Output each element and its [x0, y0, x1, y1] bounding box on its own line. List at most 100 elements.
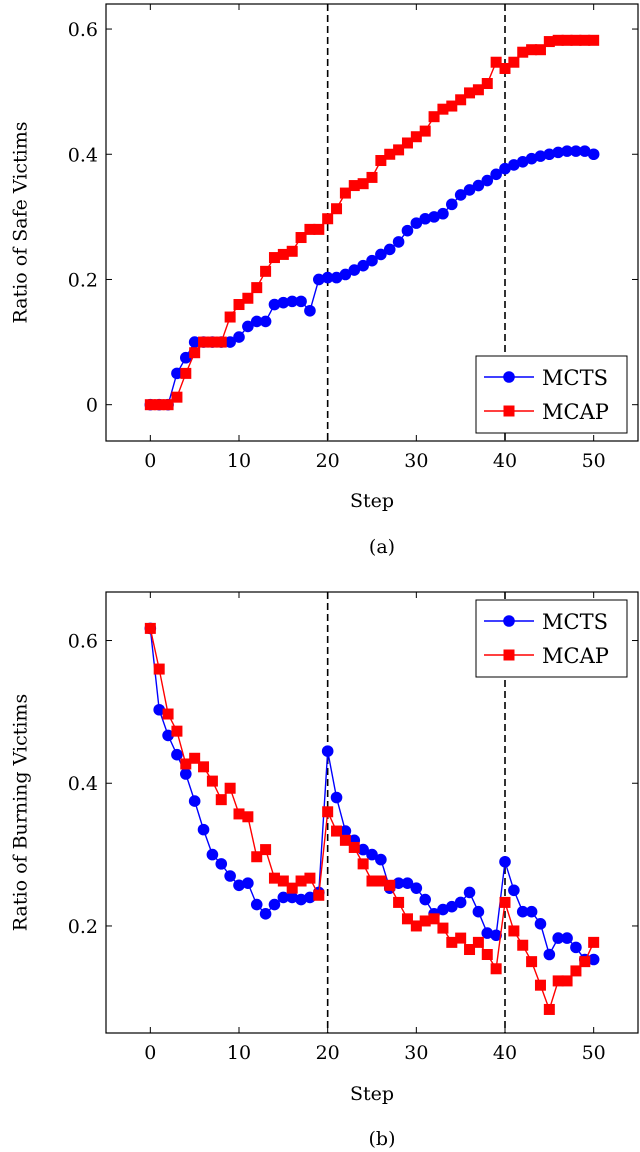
legend-label-mcts: MCTS — [542, 610, 608, 634]
data-point-mcap — [526, 956, 538, 968]
data-point-mcap — [189, 347, 201, 359]
data-point-mcap — [277, 875, 289, 887]
data-point-mcap — [153, 663, 165, 675]
data-point-mcts — [304, 891, 316, 904]
tick-group-a: 0 10 20 30 40 50 0 0.2 0.4 0.6 — [68, 4, 638, 472]
data-point-mcts — [171, 748, 183, 761]
y-tick-label: 0.2 — [68, 916, 98, 938]
axes-frame-b — [105, 591, 639, 1034]
data-point-mcts — [180, 768, 192, 780]
data-point-mcts — [454, 896, 467, 909]
data-point-mcts — [410, 882, 423, 894]
y-tick-label: 0.6 — [68, 631, 98, 653]
data-point-mcts — [508, 884, 520, 897]
data-point-mcts — [259, 908, 272, 920]
data-point-mcap — [570, 34, 582, 46]
data-point-mcap — [304, 872, 316, 884]
data-point-mcts — [579, 145, 591, 157]
data-point-mcts — [472, 179, 485, 192]
data-point-mcap — [162, 399, 174, 411]
data-point-mcts — [339, 825, 352, 837]
tick-group-b: 0 10 20 30 40 50 0.2 0.4 0.6 — [68, 592, 638, 1064]
data-point-mcts — [570, 941, 582, 954]
data-point-mcap — [224, 311, 236, 323]
plot-content-a — [144, 4, 600, 441]
y-tick-label: 0.2 — [68, 269, 98, 291]
data-point-mcap — [144, 399, 156, 411]
data-point-mcap — [189, 752, 201, 764]
data-point-mcts — [295, 295, 307, 308]
data-point-mcap — [561, 34, 573, 46]
data-point-mcts — [446, 900, 458, 913]
data-point-mcap — [180, 758, 192, 770]
series-markers-mcap — [144, 34, 600, 411]
data-point-mcts — [446, 198, 458, 211]
data-point-mcap — [215, 794, 227, 806]
data-point-mcap — [455, 932, 467, 944]
data-point-mcts — [313, 273, 325, 286]
data-point-mcts — [534, 150, 547, 162]
data-point-mcap — [171, 725, 183, 737]
data-point-mcap — [286, 245, 298, 257]
data-point-mcts — [330, 271, 343, 284]
data-point-mcts — [410, 217, 423, 229]
data-point-mcts — [401, 877, 414, 889]
data-point-mcap — [357, 858, 369, 870]
data-point-mcts — [366, 848, 378, 861]
data-point-mcap — [339, 187, 351, 199]
data-point-mcts — [250, 898, 263, 911]
data-point-mcts — [268, 298, 281, 311]
data-point-mcts — [587, 148, 600, 161]
x-axis-label-b: Step — [350, 1083, 394, 1105]
data-point-mcap — [322, 806, 334, 818]
data-point-mcts — [321, 745, 334, 757]
legend-marker-mcap — [503, 649, 515, 661]
x-tick-label: 20 — [316, 1042, 340, 1064]
data-point-mcts — [570, 145, 582, 157]
data-point-mcts — [481, 927, 494, 939]
data-point-mcts — [215, 858, 228, 870]
data-point-mcap — [233, 808, 245, 820]
data-point-mcap — [588, 936, 600, 948]
data-point-mcap — [260, 265, 272, 277]
data-point-mcts — [357, 259, 369, 272]
data-point-mcap — [499, 62, 511, 74]
data-point-mcap — [472, 936, 484, 948]
data-point-mcts — [534, 918, 547, 930]
data-point-mcap — [251, 282, 263, 294]
data-point-mcts — [525, 905, 538, 918]
data-point-mcts — [242, 320, 254, 333]
data-point-mcts — [561, 932, 573, 944]
x-tick-label: 10 — [227, 1042, 251, 1064]
axes-frame-a — [105, 3, 639, 442]
data-point-mcap — [499, 896, 511, 908]
data-point-mcts — [392, 877, 405, 889]
data-point-mcts — [339, 268, 352, 281]
data-point-mcts — [437, 903, 449, 916]
data-point-mcap — [260, 844, 272, 856]
y-tick-label: 0.6 — [68, 19, 98, 41]
data-point-mcts — [428, 211, 440, 223]
data-point-mcap — [410, 920, 422, 932]
data-point-mcap — [419, 125, 431, 137]
data-point-mcap — [401, 137, 413, 149]
data-point-mcap — [419, 915, 431, 927]
data-point-mcap — [534, 44, 546, 56]
data-point-mcap — [570, 965, 582, 977]
data-point-mcts — [171, 367, 183, 380]
data-point-mcap — [455, 94, 467, 106]
data-point-mcap — [304, 223, 316, 235]
x-tick-label: 0 — [144, 1042, 156, 1064]
data-point-mcts — [233, 879, 245, 892]
data-point-mcap — [251, 851, 263, 863]
data-point-mcts — [295, 893, 307, 906]
x-tick-label: 0 — [144, 450, 156, 472]
series-markers-mcap — [144, 622, 600, 1015]
legend-label-mcap: MCAP — [542, 644, 609, 668]
data-point-mcts — [304, 304, 316, 317]
data-point-mcap — [384, 879, 396, 891]
plot-content-b — [144, 592, 600, 1033]
data-point-mcts — [162, 729, 174, 742]
data-point-mcap — [357, 178, 369, 190]
legend-label-mcap: MCAP — [542, 400, 609, 424]
